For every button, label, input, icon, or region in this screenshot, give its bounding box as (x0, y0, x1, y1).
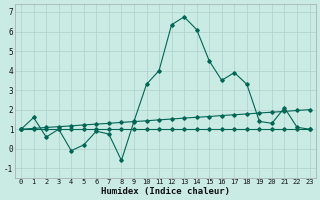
X-axis label: Humidex (Indice chaleur): Humidex (Indice chaleur) (101, 187, 230, 196)
